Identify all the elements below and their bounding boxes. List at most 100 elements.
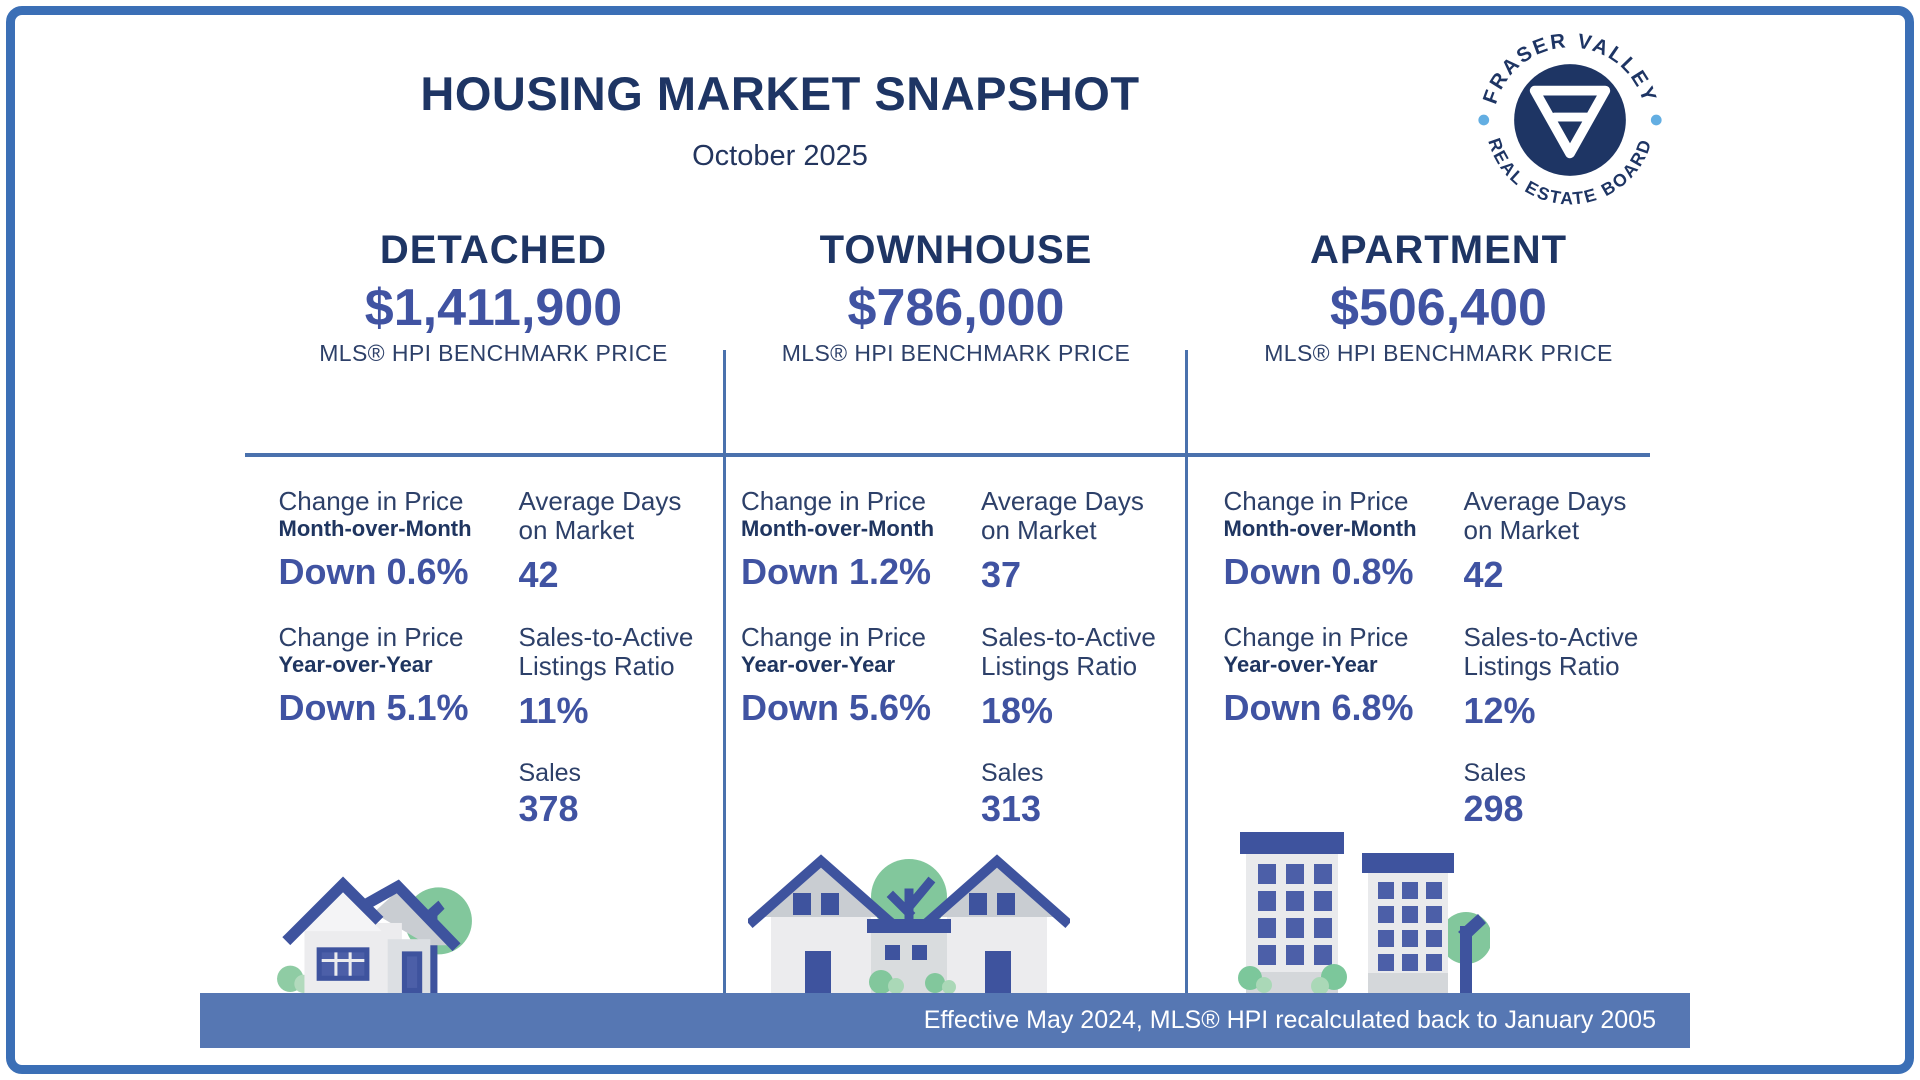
stat-row: Sales 313 [741, 759, 1171, 829]
stat-value: 42 [518, 554, 559, 595]
fv-monogram-icon [1529, 85, 1611, 159]
stat-sublabel: Month-over-Month [278, 516, 472, 541]
sales-ratio-stat: Sales-to-Active Listings Ratio 18% [981, 623, 1171, 731]
stat-value: Down 5.6% [741, 687, 932, 728]
column-title: APARTMENT [1309, 228, 1568, 272]
benchmark-price: $506,400 [1330, 279, 1547, 337]
stat-row: Change in Price Year-over-Year Down 5.6%… [741, 623, 1171, 731]
column-detached: DETACHED $1,411,900 MLS® HPI BENCHMARK P… [200, 228, 725, 857]
logo-dot-right [1650, 114, 1662, 126]
column-divider-2 [1185, 350, 1188, 993]
report-month: October 2025 [692, 140, 868, 172]
stat-label: Change in Price [741, 486, 926, 516]
stat-label: on Market [518, 515, 635, 545]
mom-change-stat: Change in Price Month-over-Month Down 0.… [279, 487, 519, 595]
stat-row: Change in Price Year-over-Year Down 6.8%… [1224, 623, 1654, 731]
stat-value: Down 0.8% [1223, 551, 1414, 592]
stat-label: on Market [981, 515, 1097, 545]
stat-label: Change in Price [278, 622, 464, 652]
column-apartment: APARTMENT $506,400 MLS® HPI BENCHMARK PR… [1187, 228, 1690, 857]
stat-value: 298 [1463, 788, 1524, 829]
column-divider-1 [723, 350, 726, 993]
footer-bar: Effective May 2024, MLS® HPI recalculate… [200, 993, 1690, 1048]
benchmark-price-label: MLS® HPI BENCHMARK PRICE [781, 340, 1131, 366]
stat-value: Down 0.6% [278, 551, 469, 592]
stat-value: 12% [1463, 690, 1536, 731]
spacer-cell [1224, 759, 1464, 829]
stat-label: Listings Ratio [981, 651, 1138, 681]
apartment-icon [1238, 830, 1492, 995]
sales-stat: Sales 298 [1464, 759, 1654, 829]
stats-block: Change in Price Month-over-Month Down 1.… [741, 487, 1171, 857]
stat-label: Listings Ratio [518, 651, 675, 681]
stat-label: Average Days [1463, 486, 1627, 516]
stat-row: Sales 378 [279, 759, 709, 829]
benchmark-price: $786,000 [847, 279, 1065, 337]
stat-label: Average Days [518, 486, 682, 516]
stat-row: Change in Price Month-over-Month Down 1.… [741, 487, 1171, 595]
stat-label: Sales-to-Active [981, 622, 1156, 652]
mom-change-stat: Change in Price Month-over-Month Down 1.… [741, 487, 981, 595]
stat-label: Change in Price [1223, 486, 1409, 516]
benchmark-price: $1,411,900 [364, 279, 623, 337]
stat-label: Change in Price [278, 486, 464, 516]
stat-sublabel: Month-over-Month [1223, 516, 1417, 541]
yoy-change-stat: Change in Price Year-over-Year Down 5.6% [741, 623, 981, 731]
benchmark-price-label: MLS® HPI BENCHMARK PRICE [1264, 340, 1613, 366]
spacer-cell [741, 759, 981, 829]
column-title: TOWNHOUSE [819, 228, 1093, 272]
yoy-change-stat: Change in Price Year-over-Year Down 5.1% [279, 623, 519, 731]
stat-value: 37 [981, 554, 1022, 595]
stat-label: Sales-to-Active [518, 622, 694, 652]
days-on-market-stat: Average Days on Market 42 [1464, 487, 1654, 595]
column-title: DETACHED [379, 228, 608, 272]
townhouse-icon [745, 853, 1073, 994]
stat-sublabel: Month-over-Month [741, 516, 935, 541]
stat-label: on Market [1463, 515, 1580, 545]
stat-row: Sales 298 [1224, 759, 1654, 829]
stat-value: 18% [981, 690, 1054, 731]
detached-house-icon [275, 858, 475, 993]
stat-value: 313 [981, 788, 1042, 829]
stat-value: 11% [518, 690, 589, 731]
stat-value: Down 1.2% [741, 551, 932, 592]
stat-value: Down 6.8% [1223, 687, 1414, 728]
stat-label: Change in Price [741, 622, 926, 652]
stat-label: Change in Price [1223, 622, 1409, 652]
stat-value: 42 [1463, 554, 1504, 595]
stat-row: Change in Price Month-over-Month Down 0.… [1224, 487, 1654, 595]
sales-stat: Sales 378 [519, 759, 709, 829]
stat-row: Change in Price Month-over-Month Down 0.… [279, 487, 709, 595]
spacer-cell [279, 759, 519, 829]
mom-change-stat: Change in Price Month-over-Month Down 0.… [1224, 487, 1464, 595]
sales-ratio-stat: Sales-to-Active Listings Ratio 12% [1464, 623, 1654, 731]
sales-stat: Sales 313 [981, 759, 1171, 829]
stats-block: Change in Price Month-over-Month Down 0.… [1224, 487, 1654, 857]
stat-label: Sales [518, 759, 582, 787]
fvreb-logo: FRASER VALLEY REAL ESTATE BOARD [1472, 22, 1668, 218]
footer-note: Effective May 2024, MLS® HPI recalculate… [923, 1006, 1656, 1034]
benchmark-price-label: MLS® HPI BENCHMARK PRICE [319, 340, 668, 366]
stat-row: Change in Price Year-over-Year Down 5.1%… [279, 623, 709, 731]
stat-label: Average Days [981, 486, 1144, 516]
days-on-market-stat: Average Days on Market 42 [519, 487, 709, 595]
stat-sublabel: Year-over-Year [1223, 652, 1378, 677]
stats-divider-line [245, 453, 1650, 457]
stat-label: Listings Ratio [1463, 651, 1620, 681]
stat-value: 378 [518, 788, 579, 829]
stat-label: Sales [1463, 759, 1527, 787]
stats-block: Change in Price Month-over-Month Down 0.… [279, 487, 709, 857]
stat-label: Sales-to-Active [1463, 622, 1639, 652]
stat-value: Down 5.1% [278, 687, 469, 728]
market-columns: DETACHED $1,411,900 MLS® HPI BENCHMARK P… [200, 228, 1690, 857]
stat-sublabel: Year-over-Year [741, 652, 896, 677]
stat-sublabel: Year-over-Year [278, 652, 433, 677]
column-townhouse: TOWNHOUSE $786,000 MLS® HPI BENCHMARK PR… [725, 228, 1187, 857]
sales-ratio-stat: Sales-to-Active Listings Ratio 11% [519, 623, 709, 731]
stat-label: Sales [981, 759, 1044, 787]
yoy-change-stat: Change in Price Year-over-Year Down 6.8% [1224, 623, 1464, 731]
days-on-market-stat: Average Days on Market 37 [981, 487, 1171, 595]
fvreb-logo-icon: FRASER VALLEY REAL ESTATE BOARD [1478, 29, 1662, 208]
logo-dot-left [1478, 114, 1490, 126]
page-title: HOUSING MARKET SNAPSHOT [420, 67, 1140, 120]
